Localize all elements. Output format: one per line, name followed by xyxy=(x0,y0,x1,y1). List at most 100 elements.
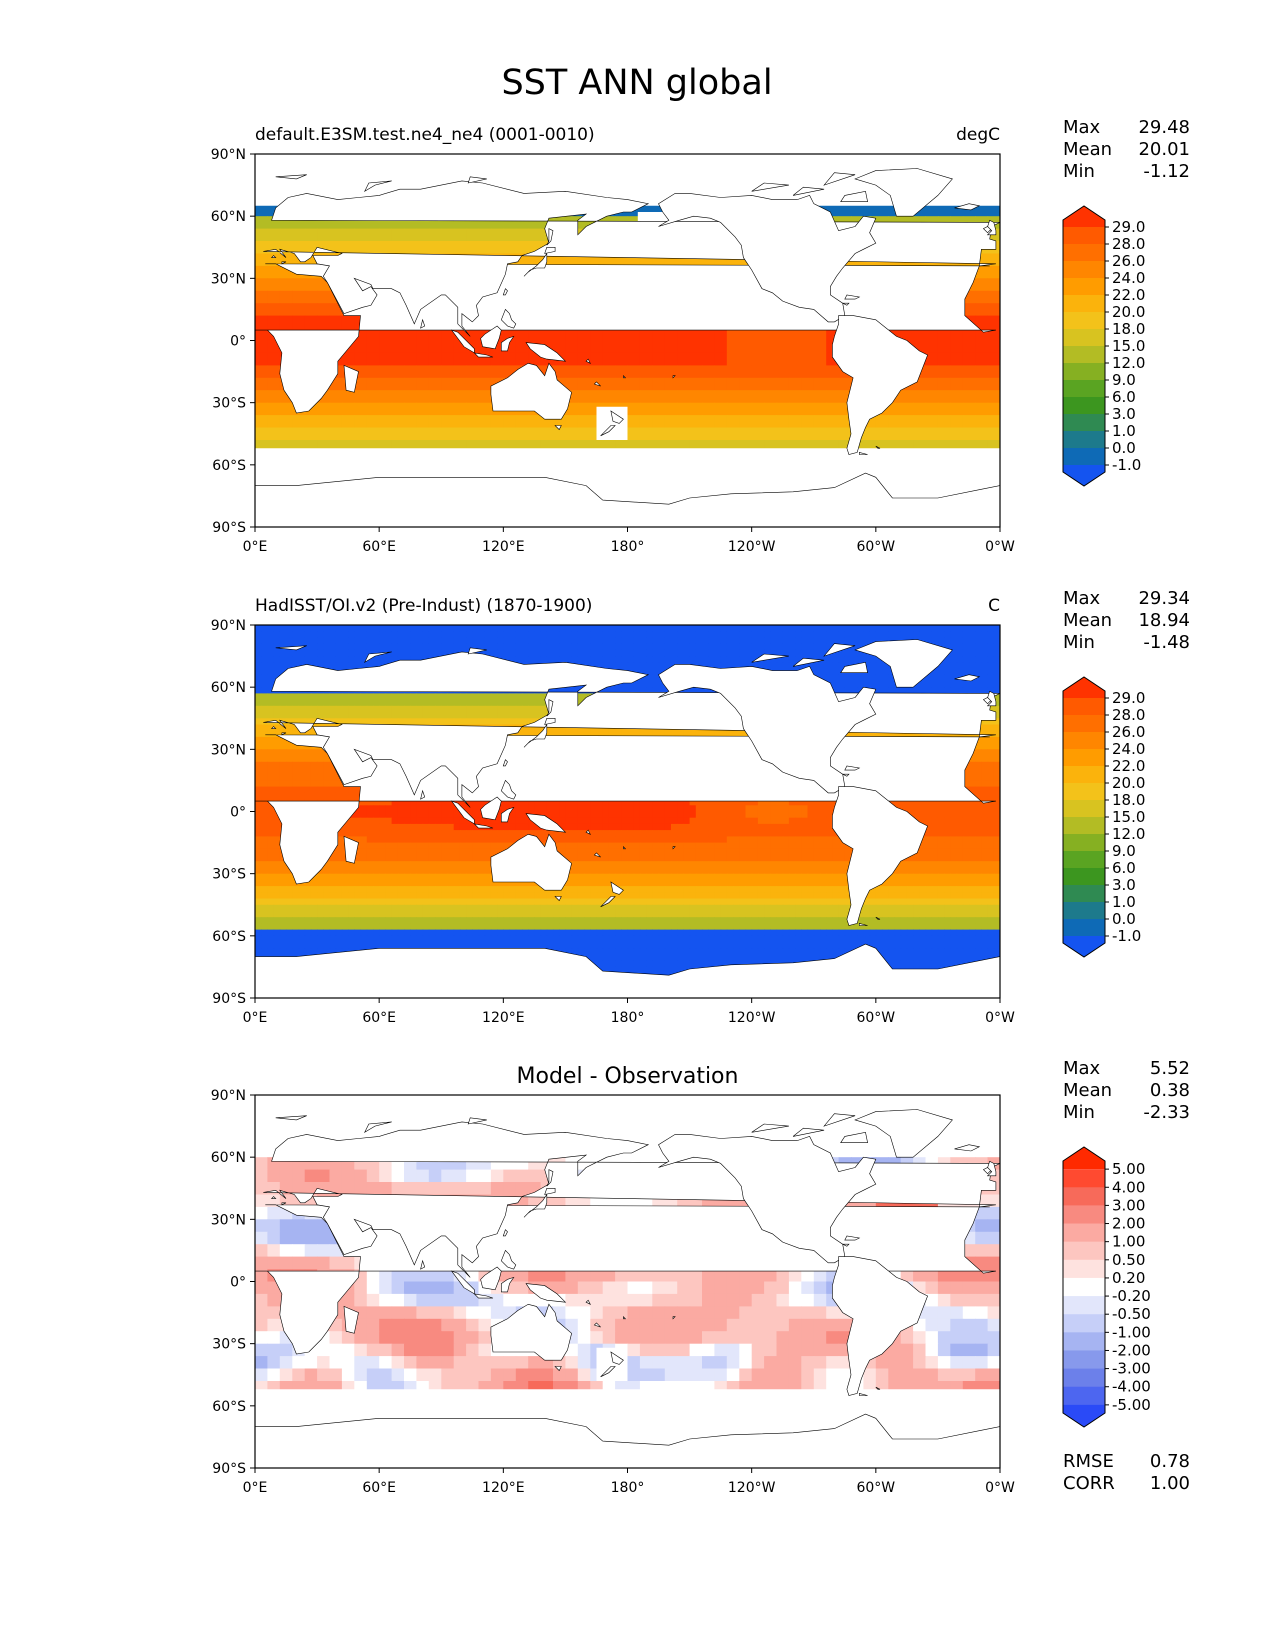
grid-cell xyxy=(509,625,517,632)
grid-cell xyxy=(950,687,958,694)
land-mass xyxy=(546,228,554,246)
grid-cell xyxy=(745,643,753,651)
grid-cell xyxy=(826,427,840,441)
grid-cell xyxy=(428,427,442,441)
grid-cell xyxy=(639,687,647,694)
grid-cell xyxy=(615,352,629,366)
grid-cell xyxy=(478,625,486,632)
grid-cell xyxy=(776,625,784,632)
grid-cell xyxy=(571,637,579,645)
grid-cell xyxy=(813,390,827,404)
grid-cell xyxy=(627,687,635,694)
grid-cell xyxy=(981,643,989,651)
grid-cell xyxy=(646,656,653,663)
grid-cell xyxy=(435,712,442,719)
grid-cell xyxy=(416,693,424,701)
grid-cell xyxy=(627,340,641,354)
grid-cell xyxy=(540,328,554,342)
grid-cell xyxy=(391,241,405,254)
grid-cell xyxy=(826,631,833,638)
grid-cell xyxy=(602,365,616,379)
grid-cell xyxy=(726,352,740,366)
grid-cell xyxy=(944,674,951,682)
grid-cell xyxy=(838,681,846,688)
grid-cell xyxy=(329,390,343,404)
grid-cell xyxy=(633,662,641,670)
grid-cell xyxy=(820,643,827,651)
grid-cell xyxy=(391,649,399,657)
grid-cell xyxy=(335,637,343,645)
grid-cell xyxy=(962,668,970,676)
grid-cell xyxy=(987,253,1000,267)
grid-cell xyxy=(832,649,840,657)
grid-cell xyxy=(385,693,393,701)
grid-cell xyxy=(404,328,417,342)
grid-cell xyxy=(546,649,554,657)
grid-cell xyxy=(776,662,784,670)
grid-cell xyxy=(925,637,933,645)
land-mass xyxy=(832,315,928,455)
grid-cell xyxy=(559,724,566,732)
grid-cell xyxy=(882,625,889,632)
grid-cell xyxy=(975,768,982,775)
grid-cell xyxy=(925,687,933,694)
grid-cell xyxy=(888,674,896,682)
grid-cell xyxy=(751,662,759,670)
grid-cell xyxy=(559,687,566,694)
grid-cell xyxy=(882,681,889,688)
grid-cell xyxy=(273,774,281,781)
grid-cell xyxy=(937,415,951,429)
grid-cell xyxy=(484,637,492,645)
colorbar-segment xyxy=(1063,206,1105,227)
grid-cell xyxy=(913,730,920,738)
grid-cell xyxy=(894,730,902,738)
colorbar-tick-label: 3.0 xyxy=(1112,405,1136,423)
grid-cell xyxy=(534,637,542,645)
grid-cell xyxy=(882,668,889,676)
grid-cell xyxy=(255,768,262,775)
grid-cell xyxy=(428,365,442,379)
grid-cell xyxy=(813,365,827,379)
grid-cell xyxy=(540,637,548,645)
grid-cell xyxy=(509,705,517,713)
land-mass xyxy=(480,325,502,350)
grid-cell xyxy=(503,637,511,645)
grid-cell xyxy=(820,656,827,663)
grid-cell xyxy=(925,390,939,404)
grid-cell xyxy=(292,625,300,632)
grid-cell xyxy=(298,712,306,719)
grid-cell xyxy=(565,377,579,391)
grid-cell xyxy=(273,693,281,701)
grid-cell xyxy=(851,730,858,738)
grid-cell xyxy=(590,328,604,342)
grid-cell xyxy=(509,631,517,638)
grid-cell xyxy=(757,662,765,670)
grid-cell xyxy=(261,730,268,738)
grid-cell xyxy=(646,625,653,632)
grid-cell xyxy=(993,631,1000,638)
grid-cell xyxy=(627,390,641,404)
grid-cell xyxy=(652,681,660,688)
x-tick-label: 0°W xyxy=(985,539,1015,555)
grid-cell xyxy=(354,427,368,441)
grid-cell xyxy=(478,402,492,416)
grid-cell xyxy=(354,377,368,391)
grid-cell xyxy=(925,674,933,682)
grid-cell xyxy=(621,637,629,645)
grid-cell xyxy=(652,668,660,676)
grid-cell xyxy=(813,402,827,416)
grid-cell xyxy=(639,390,653,404)
grid-cell xyxy=(608,631,616,638)
grid-cell xyxy=(292,780,300,788)
grid-cell xyxy=(466,377,480,391)
grid-cell xyxy=(975,662,982,670)
grid-cell xyxy=(956,662,964,670)
grid-cell xyxy=(447,699,455,707)
grid-cell xyxy=(484,718,492,726)
grid-cell xyxy=(453,712,461,719)
grid-cell xyxy=(577,625,585,632)
grid-cell xyxy=(478,365,492,379)
grid-cell xyxy=(416,699,424,707)
grid-cell xyxy=(702,662,709,670)
grid-cell xyxy=(733,662,740,670)
